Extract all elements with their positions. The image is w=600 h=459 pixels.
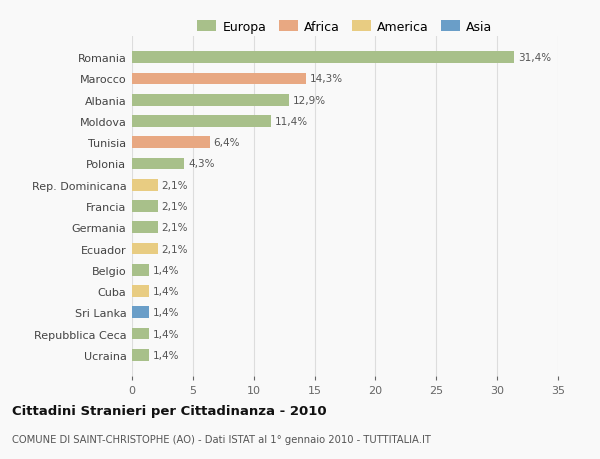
Text: 1,4%: 1,4% <box>152 329 179 339</box>
Bar <box>132 95 289 106</box>
Bar <box>132 307 149 319</box>
Text: 6,4%: 6,4% <box>214 138 240 148</box>
Bar <box>132 201 158 213</box>
Text: 1,4%: 1,4% <box>152 308 179 318</box>
Text: 2,1%: 2,1% <box>161 244 188 254</box>
Bar <box>132 73 306 85</box>
Bar <box>132 179 158 191</box>
Text: 2,1%: 2,1% <box>161 223 188 233</box>
Bar <box>132 285 149 297</box>
Bar <box>132 264 149 276</box>
Text: 1,4%: 1,4% <box>152 350 179 360</box>
Text: 11,4%: 11,4% <box>274 117 308 127</box>
Text: 14,3%: 14,3% <box>310 74 343 84</box>
Bar <box>132 137 210 149</box>
Text: 2,1%: 2,1% <box>161 202 188 212</box>
Text: COMUNE DI SAINT-CHRISTOPHE (AO) - Dati ISTAT al 1° gennaio 2010 - TUTTITALIA.IT: COMUNE DI SAINT-CHRISTOPHE (AO) - Dati I… <box>12 434 431 444</box>
Bar <box>132 328 149 340</box>
Text: 1,4%: 1,4% <box>152 265 179 275</box>
Bar <box>132 116 271 128</box>
Legend: Europa, Africa, America, Asia: Europa, Africa, America, Asia <box>193 16 497 39</box>
Bar <box>132 243 158 255</box>
Bar <box>132 158 184 170</box>
Text: 31,4%: 31,4% <box>518 53 551 63</box>
Text: 4,3%: 4,3% <box>188 159 214 169</box>
Text: 2,1%: 2,1% <box>161 180 188 190</box>
Text: Cittadini Stranieri per Cittadinanza - 2010: Cittadini Stranieri per Cittadinanza - 2… <box>12 404 326 417</box>
Bar <box>132 222 158 234</box>
Bar <box>132 349 149 361</box>
Text: 1,4%: 1,4% <box>152 286 179 297</box>
Text: 12,9%: 12,9% <box>293 95 326 106</box>
Bar <box>132 52 514 64</box>
